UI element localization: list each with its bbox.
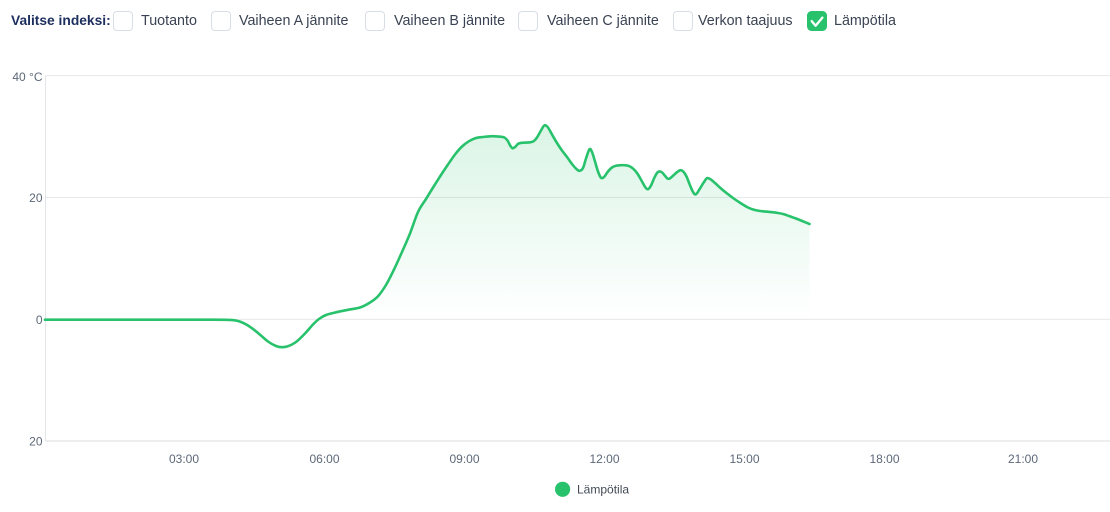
svg-text:09:00: 09:00 bbox=[449, 452, 479, 466]
svg-text:15:00: 15:00 bbox=[729, 452, 759, 466]
svg-text:18:00: 18:00 bbox=[869, 452, 899, 466]
svg-text:12:00: 12:00 bbox=[589, 452, 619, 466]
svg-text:20: 20 bbox=[29, 434, 43, 448]
svg-text:0: 0 bbox=[36, 313, 43, 327]
svg-text:06:00: 06:00 bbox=[309, 452, 339, 466]
svg-text:03:00: 03:00 bbox=[169, 452, 199, 466]
svg-text:40 °C: 40 °C bbox=[12, 70, 42, 84]
svg-text:20: 20 bbox=[29, 191, 43, 205]
svg-text:21:00: 21:00 bbox=[1008, 452, 1038, 466]
svg-text:Lämpötila: Lämpötila bbox=[577, 483, 629, 497]
